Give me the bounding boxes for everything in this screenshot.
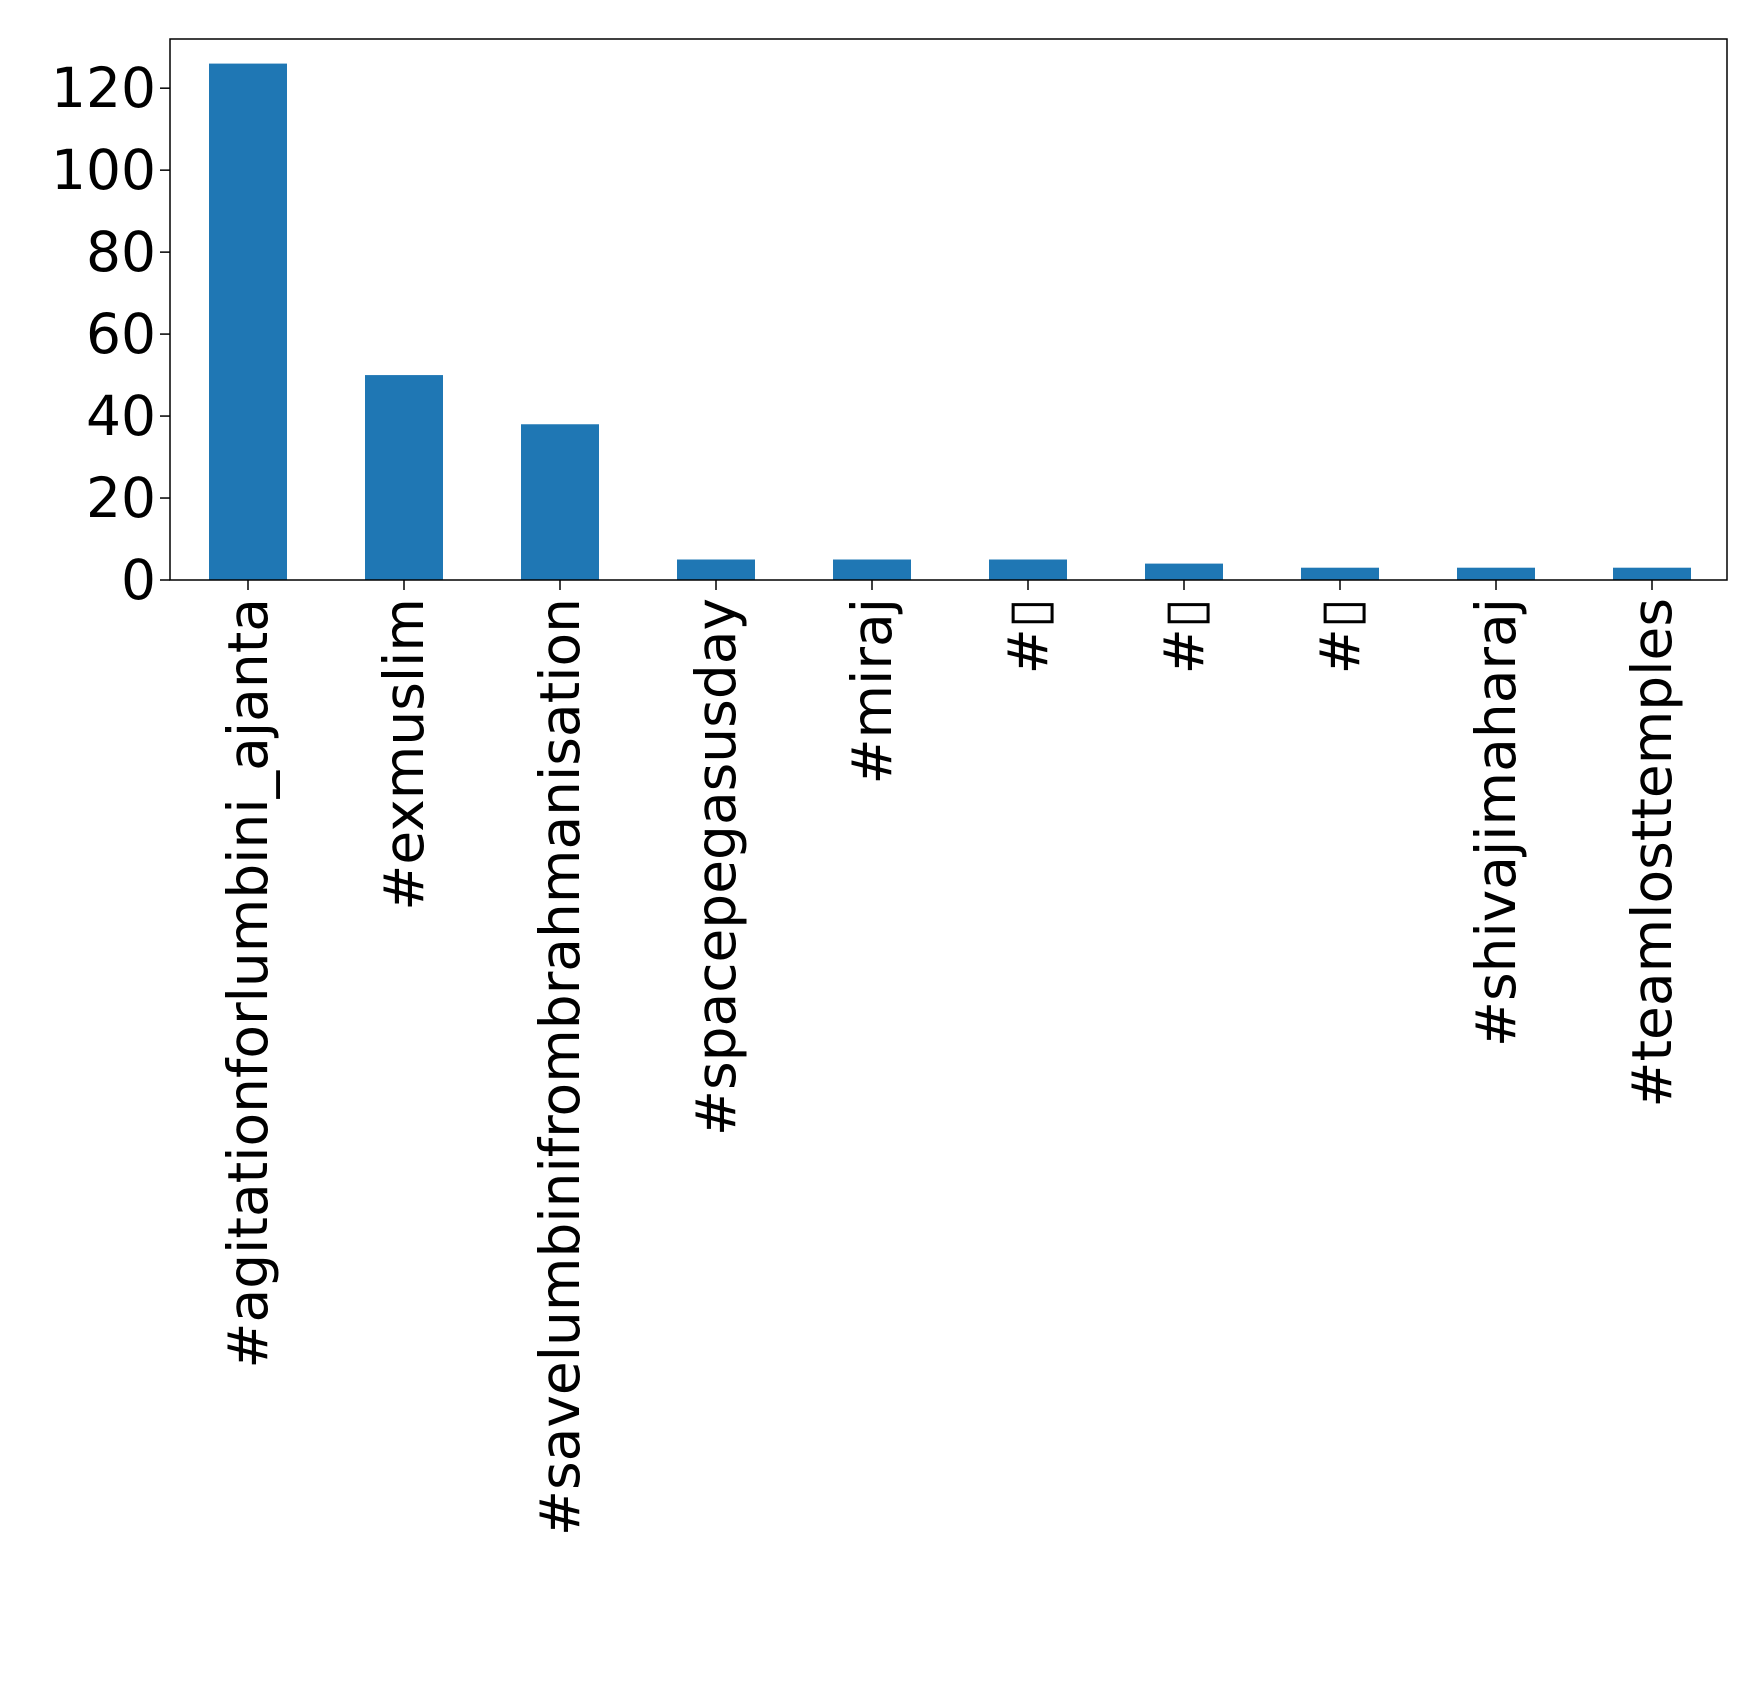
y-tick-label: 60 xyxy=(86,302,156,366)
x-tick-label: #shivajimaharaj xyxy=(1464,598,1528,1047)
bar-6 xyxy=(989,559,1067,580)
bar-5 xyxy=(833,559,911,580)
bar-3 xyxy=(521,424,599,580)
y-tick-label: 80 xyxy=(86,220,156,284)
bars-group xyxy=(209,63,1691,581)
x-tick-label: #▯ xyxy=(1152,598,1216,674)
x-tick-label: #agitationforlumbini_ajanta xyxy=(216,598,280,1369)
x-tick-label: #miraj xyxy=(840,598,904,785)
bar-9 xyxy=(1457,567,1535,580)
x-axis: #agitationforlumbini_ajanta #exmuslim #sav… xyxy=(216,580,1684,1536)
x-tick-label: #▯ xyxy=(1308,598,1372,674)
bar-2 xyxy=(365,375,443,580)
x-tick-label: #▯ xyxy=(996,598,1060,674)
y-tick-label: 100 xyxy=(51,138,156,202)
y-tick-label: 20 xyxy=(86,466,156,530)
bar-7 xyxy=(1145,563,1223,580)
bar-8 xyxy=(1301,567,1379,580)
x-tick-label: #teamlosttemples xyxy=(1620,598,1684,1108)
x-tick-label: #spacepegasusday xyxy=(684,598,748,1136)
bar-10 xyxy=(1613,567,1691,580)
x-tick-label: #exmuslim xyxy=(372,598,436,911)
y-tick-label: 40 xyxy=(86,384,156,448)
plot-frame xyxy=(169,38,1728,581)
y-tick-label: 120 xyxy=(51,56,156,120)
bar-4 xyxy=(677,559,755,580)
bar-1 xyxy=(209,63,287,581)
y-axis: 0 20 40 60 80 100 120 xyxy=(51,56,170,612)
y-tick-label: 0 xyxy=(121,548,156,612)
x-tick-label: #savelumbinifrombrahmanisation xyxy=(528,598,592,1536)
